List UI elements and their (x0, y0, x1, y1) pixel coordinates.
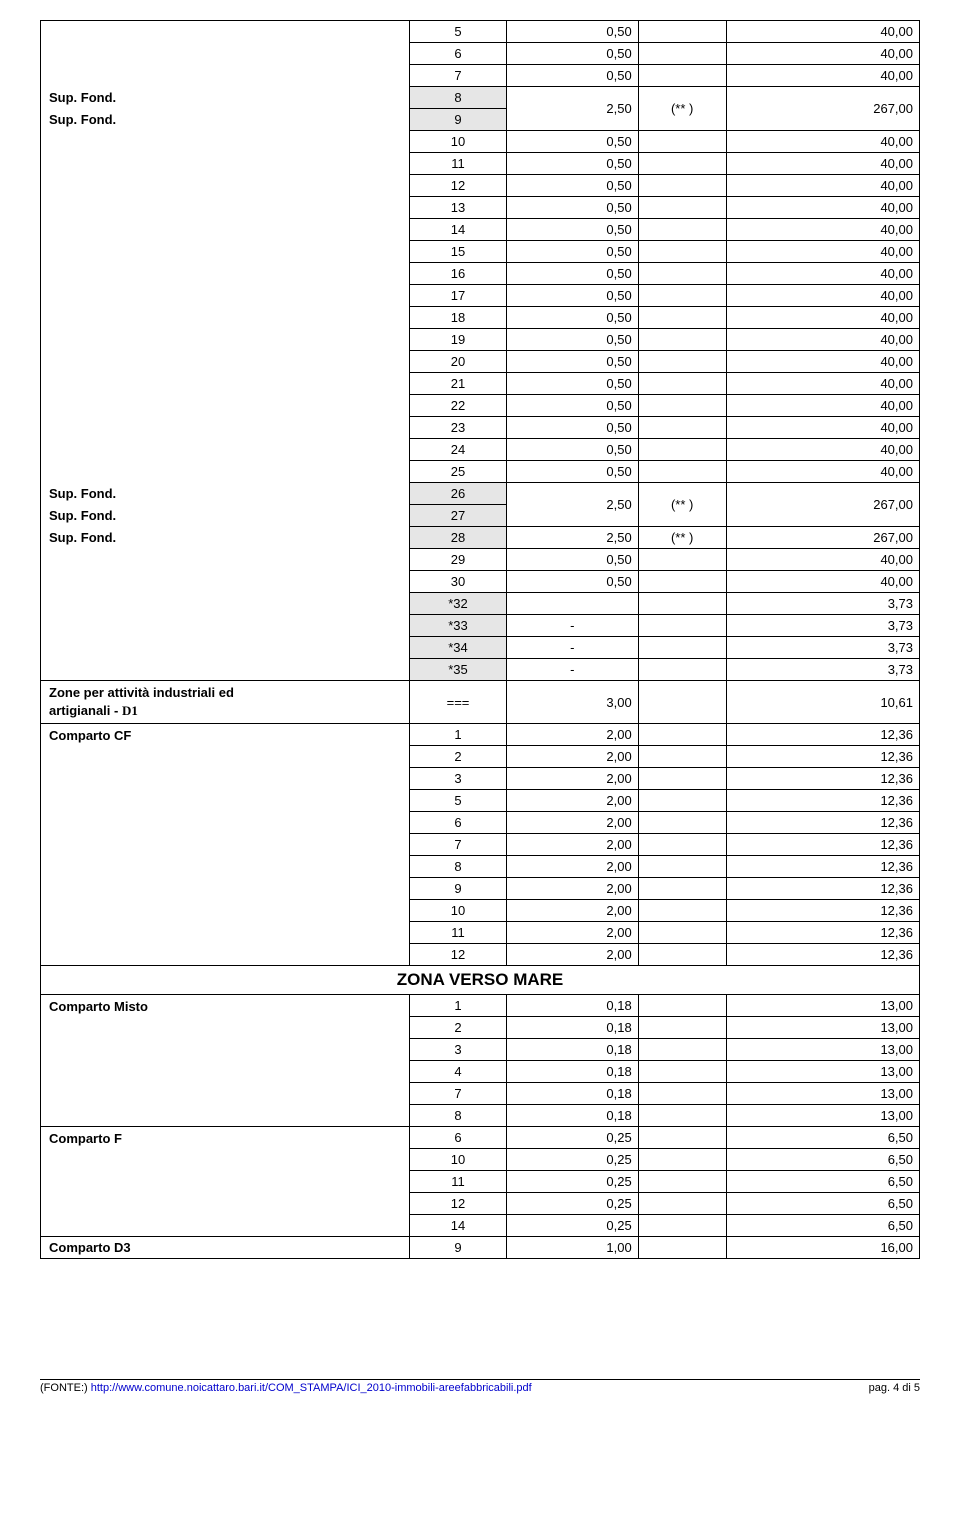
footer-source-label: (FONTE:) (40, 1382, 91, 1394)
page-footer: (FONTE:) http://www.comune.noicattaro.ba… (40, 1379, 920, 1394)
footer-page-number: pag. 4 di 5 (869, 1382, 920, 1394)
sup-fond-label: Sup. Fond. (41, 505, 410, 527)
sup-fond-label: Sup. Fond. (41, 109, 410, 131)
comparto-f-label: Comparto F (41, 1127, 410, 1149)
comparto-cf-label: Comparto CF (41, 724, 410, 746)
sup-fond-label: Sup. Fond. (41, 483, 410, 505)
zona-verso-mare-header: ZONA VERSO MARE (41, 966, 920, 995)
sup-fond-label: Sup. Fond. (41, 527, 410, 549)
comparto-d3-label: Comparto D3 (41, 1237, 410, 1259)
footer-link[interactable]: http://www.comune.noicattaro.bari.it/COM… (91, 1382, 532, 1394)
sup-fond-label: Sup. Fond. (41, 87, 410, 109)
data-table: 50,5040,00 60,5040,00 70,5040,00 Sup. Fo… (40, 20, 920, 1259)
comparto-misto-label: Comparto Misto (41, 995, 410, 1017)
zone-d1-label: Zone per attività industriali ed artigia… (41, 681, 410, 724)
